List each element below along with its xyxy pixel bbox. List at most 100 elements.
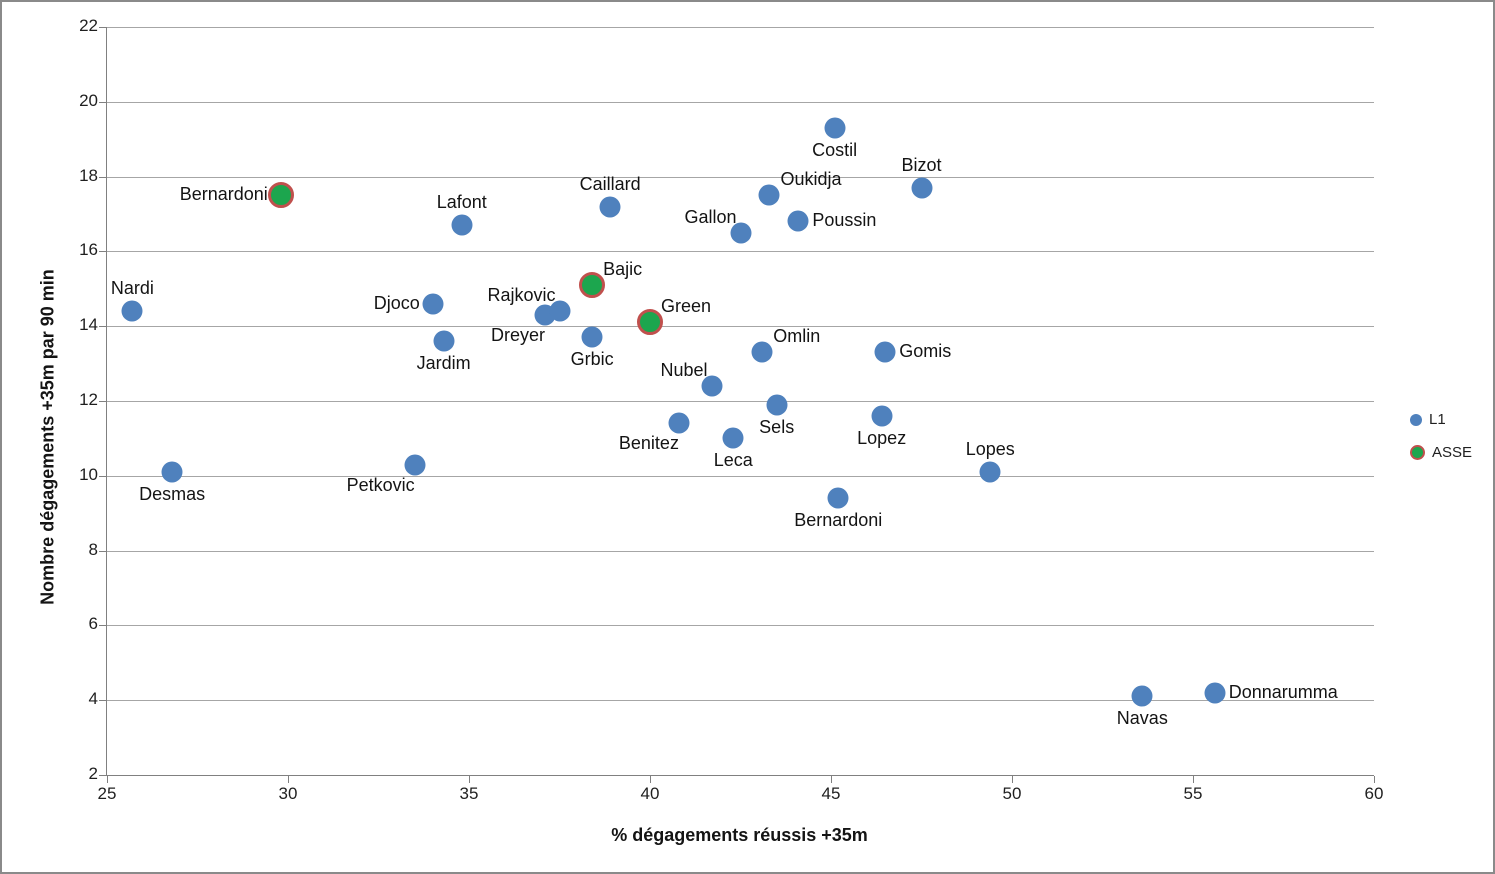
- point-l1-bernardoni: [827, 487, 849, 509]
- point-label-costil: Costil: [812, 139, 858, 160]
- point-asse-bernardoni: [267, 182, 294, 209]
- point-label-leca: Leca: [713, 450, 753, 471]
- point-label-navas: Navas: [1116, 708, 1168, 729]
- gridline: [107, 475, 1374, 477]
- point-label-poussin: Poussin: [812, 210, 877, 231]
- x-axis-title: % dégagements réussis +35m: [611, 825, 868, 845]
- point-l1-poussin: [787, 210, 809, 232]
- point-label-petkovic: Petkovic: [346, 474, 415, 495]
- gridline: [107, 101, 1374, 103]
- x-tick-label: 30: [278, 784, 298, 803]
- point-label-bajic: Bajic: [603, 259, 643, 280]
- point-l1-rajkovic: [549, 300, 570, 322]
- point-l1-lopez: [871, 405, 893, 427]
- y-tick-label: 2: [88, 764, 98, 783]
- x-tick-mark: [1193, 776, 1194, 783]
- point-l1-lafont: [451, 214, 473, 236]
- y-tick-mark: [99, 251, 106, 253]
- legend-item-l1: L1: [1410, 411, 1472, 428]
- x-tick-mark: [1012, 776, 1013, 783]
- point-l1-donnarumma: [1204, 682, 1226, 704]
- x-tick-label: 60: [1364, 784, 1384, 803]
- point-label-jardim: Jardim: [416, 353, 471, 374]
- y-tick-mark: [99, 550, 106, 552]
- point-l1-nardi: [121, 300, 143, 322]
- point-label-bernardoni: Bernardoni: [794, 510, 883, 531]
- y-tick-label: 12: [79, 390, 98, 409]
- point-l1-bizot: [911, 177, 932, 199]
- point-label-sels: Sels: [759, 416, 795, 437]
- y-tick-mark: [99, 775, 106, 776]
- y-tick-mark: [99, 700, 106, 702]
- y-tick-mark: [99, 176, 106, 178]
- point-label-gomis: Gomis: [899, 341, 952, 362]
- point-l1-benitez: [668, 412, 690, 434]
- x-tick-label: 50: [1002, 784, 1022, 803]
- y-axis-title: Nombre dégagements +35m par 90 min: [37, 269, 58, 605]
- point-label-bizot: Bizot: [901, 155, 942, 176]
- legend-label-asse: ASSE: [1432, 444, 1473, 461]
- x-tick-mark: [650, 776, 651, 783]
- point-l1-djoco: [422, 293, 444, 315]
- point-label-dreyer: Dreyer: [491, 324, 546, 345]
- point-label-desmas: Desmas: [139, 484, 206, 505]
- x-tick-label: 35: [459, 784, 479, 803]
- x-tick-mark: [288, 776, 289, 783]
- point-l1-desmas: [161, 461, 183, 483]
- point-label-grbic: Grbic: [570, 349, 614, 370]
- gridline: [107, 251, 1374, 253]
- y-tick-label: 4: [88, 689, 98, 709]
- point-label-nubel: Nubel: [660, 360, 708, 381]
- point-asse-green: [637, 309, 663, 336]
- point-label-lopes: Lopes: [965, 439, 1015, 460]
- y-tick-mark: [99, 401, 106, 402]
- point-label-oukidja: Oukidja: [780, 169, 842, 190]
- y-tick-label: 16: [79, 240, 98, 260]
- y-tick-mark: [99, 475, 106, 477]
- legend-label-l1: L1: [1429, 411, 1446, 428]
- x-tick-mark: [1374, 776, 1375, 783]
- point-l1-gomis: [874, 341, 896, 363]
- legend-item-asse: ASSE: [1410, 444, 1472, 461]
- point-label-caillard: Caillard: [579, 173, 641, 194]
- y-tick-mark: [99, 27, 106, 28]
- point-l1-sels: [766, 394, 788, 416]
- gridline: [107, 401, 1374, 402]
- y-tick-label: 6: [88, 614, 98, 634]
- gridline: [107, 176, 1374, 178]
- point-l1-nubel: [701, 375, 723, 397]
- y-tick-mark: [99, 101, 106, 103]
- point-l1-grbic: [581, 326, 603, 348]
- x-tick-mark: [831, 776, 832, 783]
- legend-marker-l1: [1410, 413, 1422, 426]
- point-label-green: Green: [661, 296, 712, 317]
- point-label-gallon: Gallon: [684, 206, 737, 227]
- point-l1-costil: [824, 117, 846, 139]
- plot-area: 2 4 6 8 10 12 14 16 18 20 22 25 30 35 40 45 50 55 60 Nardi D…: [79, 16, 1383, 803]
- legend-marker-asse: [1410, 445, 1425, 460]
- point-label-nardi: Nardi: [110, 278, 154, 299]
- point-asse-bajic: [579, 272, 606, 299]
- x-tick-label: 55: [1183, 784, 1203, 803]
- y-tick-label: 8: [88, 539, 98, 559]
- point-l1-petkovic: [404, 454, 426, 476]
- x-tick-label: 45: [821, 784, 841, 803]
- y-tick-mark: [99, 625, 106, 627]
- point-l1-lopes: [979, 461, 1001, 483]
- y-tick-label: 14: [79, 315, 98, 335]
- gridline: [107, 550, 1374, 552]
- y-tick-label: 22: [79, 16, 98, 35]
- x-tick-mark: [107, 776, 108, 783]
- y-tick-label: 18: [79, 165, 98, 185]
- point-l1-gallon: [730, 222, 751, 244]
- gridline: [107, 625, 1374, 627]
- y-tick-label: 10: [79, 464, 98, 484]
- point-l1-jardim: [433, 330, 455, 352]
- x-tick-mark: [469, 776, 470, 783]
- point-label-djoco: Djoco: [373, 292, 420, 313]
- point-l1-leca: [722, 427, 744, 449]
- x-tick-label: 25: [97, 784, 117, 803]
- point-label-rajkovic: Rajkovic: [487, 285, 556, 306]
- point-label-bernardoni: Bernardoni: [179, 184, 268, 205]
